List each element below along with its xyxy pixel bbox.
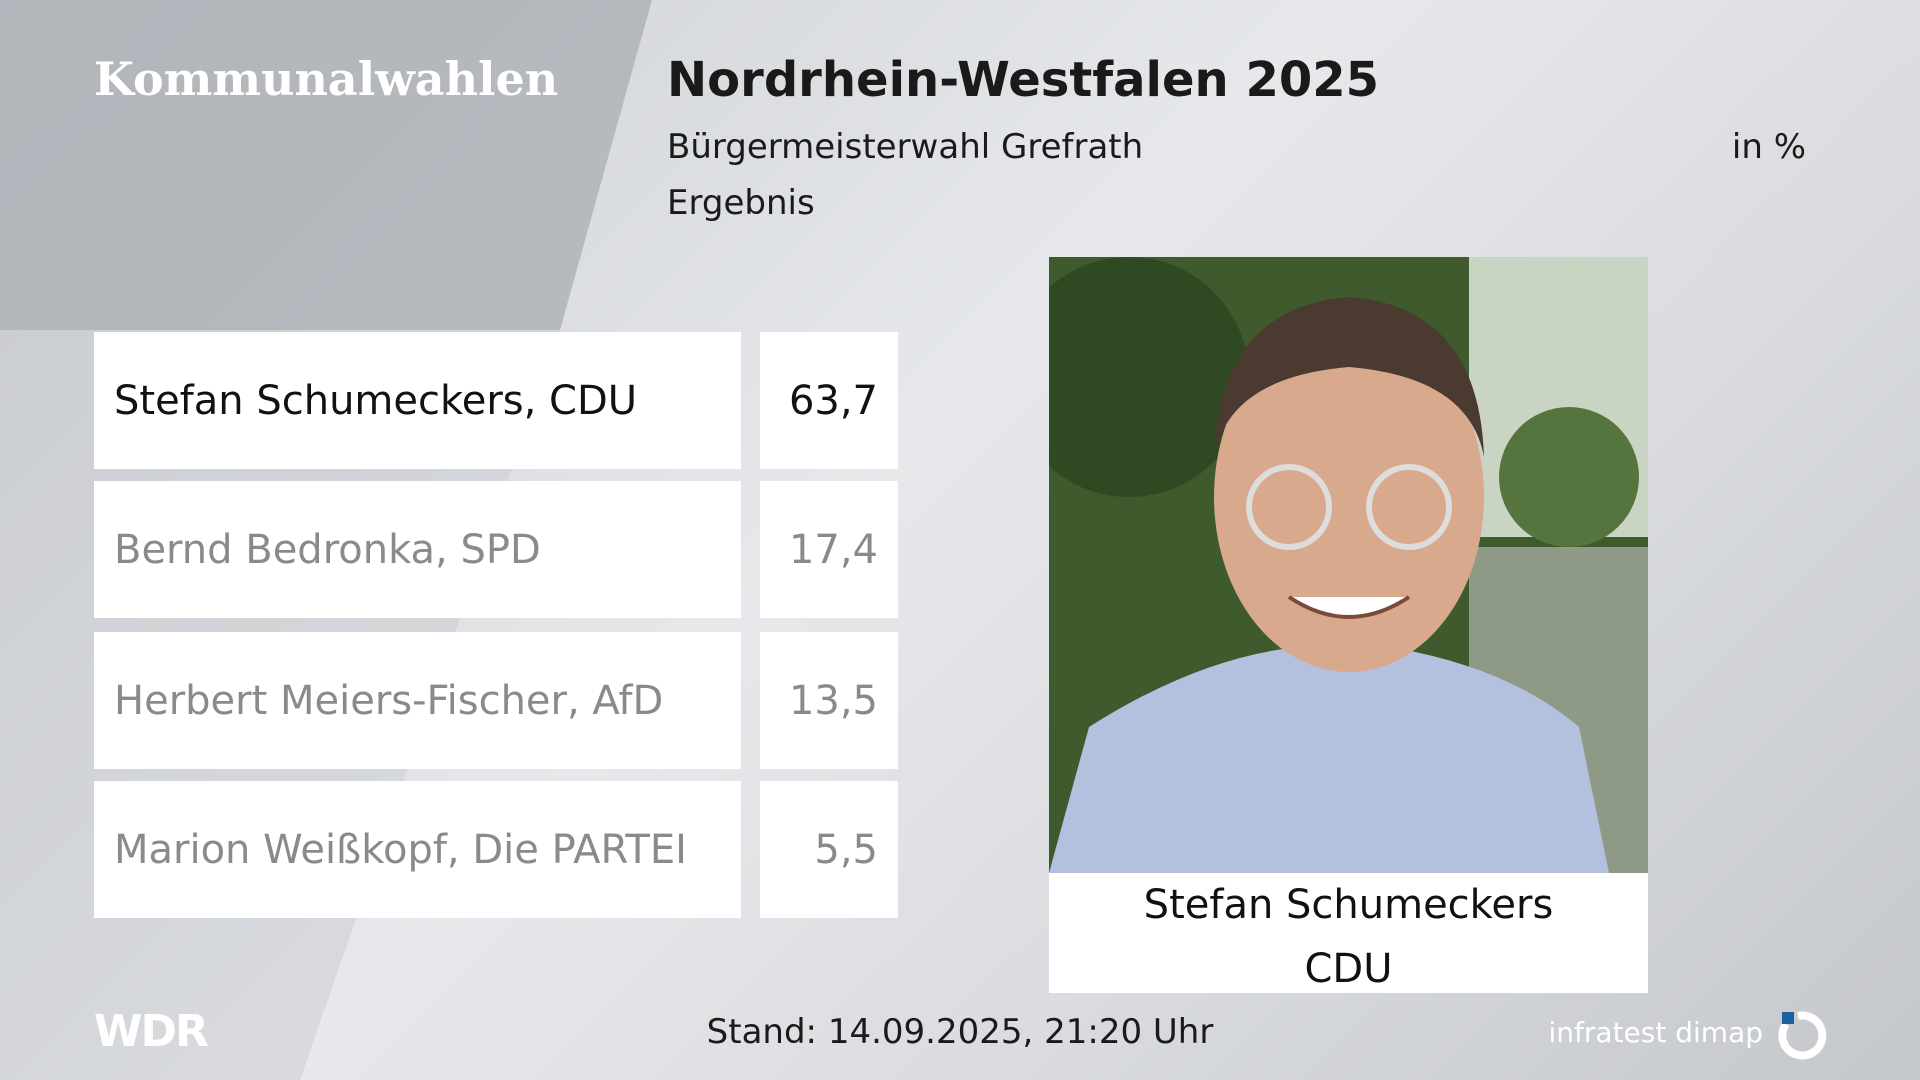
- candidate-value: 17,4: [760, 481, 898, 618]
- caption-party: CDU: [1304, 946, 1393, 992]
- subtitle: Bürgermeisterwahl Grefrath: [667, 127, 1144, 167]
- candidate-value: 5,5: [760, 781, 898, 918]
- candidate-name: Bernd Bedronka, SPD: [94, 481, 741, 618]
- candidate-value: 63,7: [760, 332, 898, 469]
- caption-name: Stefan Schumeckers: [1143, 882, 1554, 928]
- brand: Kommunalwahlen: [94, 52, 559, 106]
- source: infratest dimap: [1548, 1016, 1763, 1049]
- unit: in %: [1731, 127, 1806, 167]
- photo-caption: Stefan Schumeckers CDU: [1049, 873, 1648, 993]
- candidate-photo: [1049, 257, 1648, 873]
- source-logo: [1778, 1011, 1827, 1060]
- candidate-name: Herbert Meiers-Fischer, AfD: [94, 632, 741, 769]
- timestamp: Stand: 14.09.2025, 21:20 Uhr: [706, 1012, 1214, 1052]
- title: Nordrhein-Westfalen 2025: [667, 52, 1380, 108]
- candidate-name: Marion Weißkopf, Die PARTEI: [94, 781, 741, 918]
- logo: WDR: [94, 1006, 209, 1057]
- label: Ergebnis: [667, 183, 815, 223]
- candidate-value: 13,5: [760, 632, 898, 769]
- candidate-name: Stefan Schumeckers, CDU: [94, 332, 741, 469]
